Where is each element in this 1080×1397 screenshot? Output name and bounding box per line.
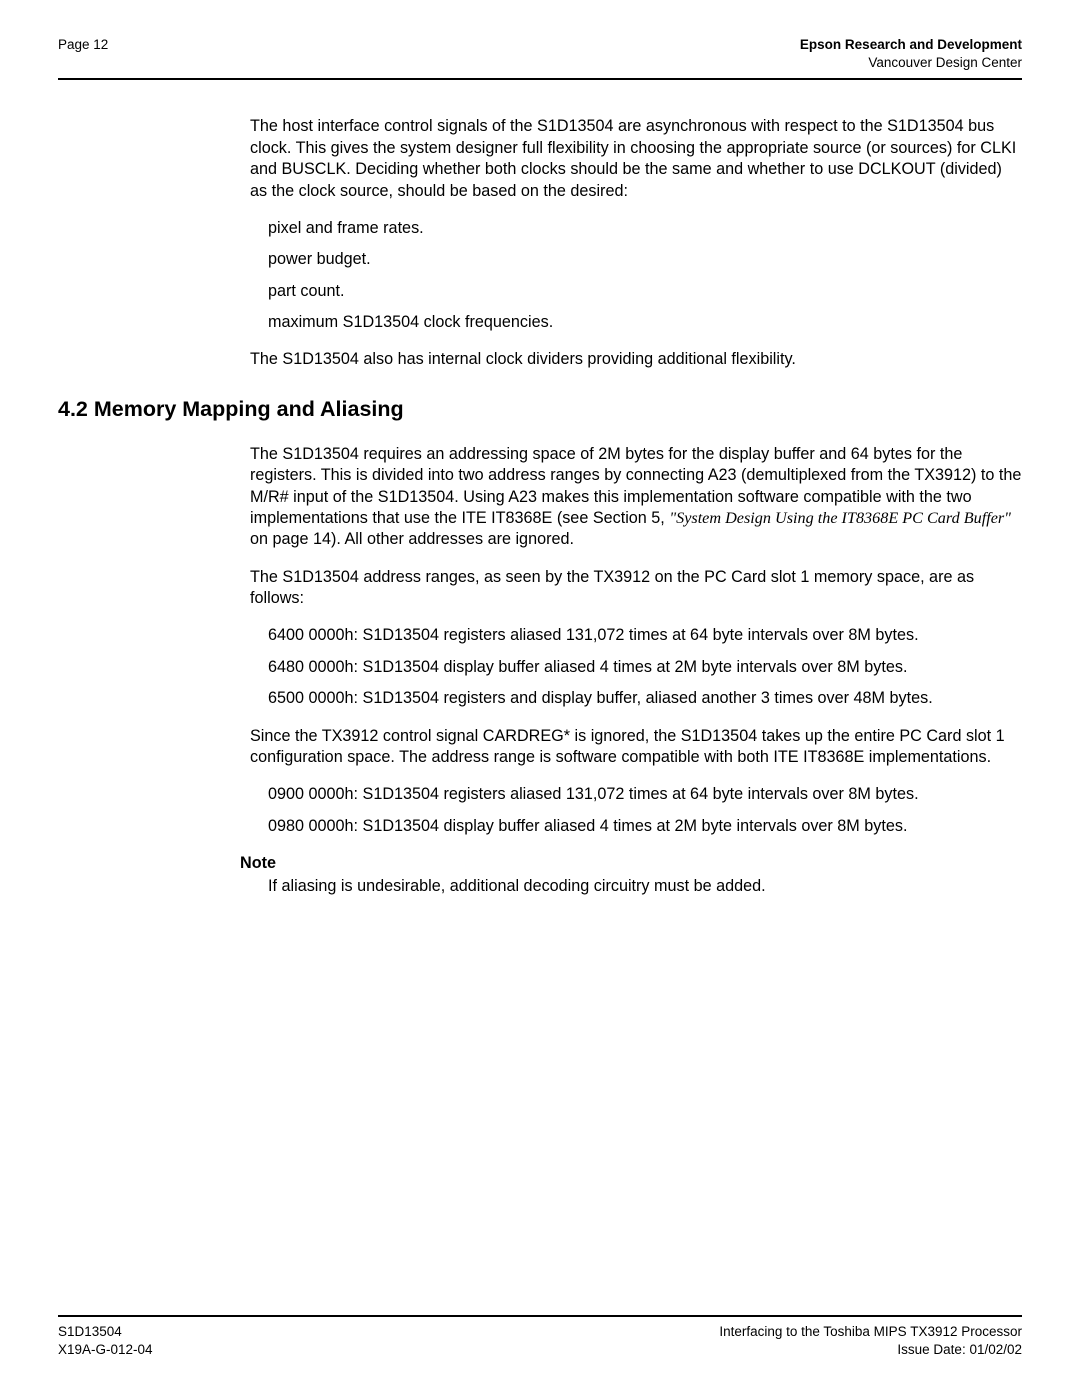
note-label: Note <box>240 853 1022 874</box>
body-column: The S1D13504 requires an addressing spac… <box>250 444 1022 898</box>
paragraph-text: on page 14). All other addresses are ign… <box>250 530 574 548</box>
paragraph: The S1D13504 requires an addressing spac… <box>250 444 1022 551</box>
page: Page 12 Epson Research and Development V… <box>0 0 1080 1397</box>
footer-rule <box>58 1315 1022 1317</box>
footer-left: S1D13504 X19A-G-012-04 <box>58 1323 153 1359</box>
header-left: Page 12 <box>58 36 108 54</box>
header-rule <box>58 78 1022 80</box>
list-item: 6480 0000h: S1D13504 display buffer alia… <box>268 657 1022 678</box>
footer-doc-code: X19A-G-012-04 <box>58 1341 153 1359</box>
footer-doc-id: S1D13504 <box>58 1323 153 1341</box>
list-item: power budget. <box>268 249 1022 270</box>
section-heading: 4.2 Memory Mapping and Aliasing <box>58 397 1022 422</box>
paragraph: The S1D13504 address ranges, as seen by … <box>250 567 1022 610</box>
paragraph: The host interface control signals of th… <box>250 116 1022 202</box>
list-item: 0900 0000h: S1D13504 registers aliased 1… <box>268 784 1022 805</box>
list-item: maximum S1D13504 clock frequencies. <box>268 312 1022 333</box>
body-column: The host interface control signals of th… <box>250 116 1022 370</box>
header-org-sub: Vancouver Design Center <box>800 54 1022 72</box>
header-org-bold: Epson Research and Development <box>800 37 1022 52</box>
bullet-list: 0900 0000h: S1D13504 registers aliased 1… <box>250 784 1022 837</box>
footer-row: S1D13504 X19A-G-012-04 Interfacing to th… <box>58 1323 1022 1359</box>
note-body: If aliasing is undesirable, additional d… <box>268 876 1022 897</box>
page-number-label: Page 12 <box>58 37 108 52</box>
list-item: 6400 0000h: S1D13504 registers aliased 1… <box>268 625 1022 646</box>
list-item: 0980 0000h: S1D13504 display buffer alia… <box>268 816 1022 837</box>
footer-issue-date: Issue Date: 01/02/02 <box>719 1341 1022 1359</box>
cross-reference-italic: "System Design Using the IT8368E PC Card… <box>669 509 1011 527</box>
list-item: part count. <box>268 281 1022 302</box>
header-right: Epson Research and Development Vancouver… <box>800 36 1022 72</box>
bullet-list: pixel and frame rates. power budget. par… <box>250 218 1022 334</box>
list-item: pixel and frame rates. <box>268 218 1022 239</box>
page-header: Page 12 Epson Research and Development V… <box>58 36 1022 78</box>
bullet-list: 6400 0000h: S1D13504 registers aliased 1… <box>250 625 1022 709</box>
footer-title: Interfacing to the Toshiba MIPS TX3912 P… <box>719 1323 1022 1341</box>
list-item: 6500 0000h: S1D13504 registers and displ… <box>268 688 1022 709</box>
paragraph: Since the TX3912 control signal CARDREG*… <box>250 726 1022 769</box>
page-footer: S1D13504 X19A-G-012-04 Interfacing to th… <box>58 1315 1022 1359</box>
footer-right: Interfacing to the Toshiba MIPS TX3912 P… <box>719 1323 1022 1359</box>
paragraph: The S1D13504 also has internal clock div… <box>250 349 1022 370</box>
